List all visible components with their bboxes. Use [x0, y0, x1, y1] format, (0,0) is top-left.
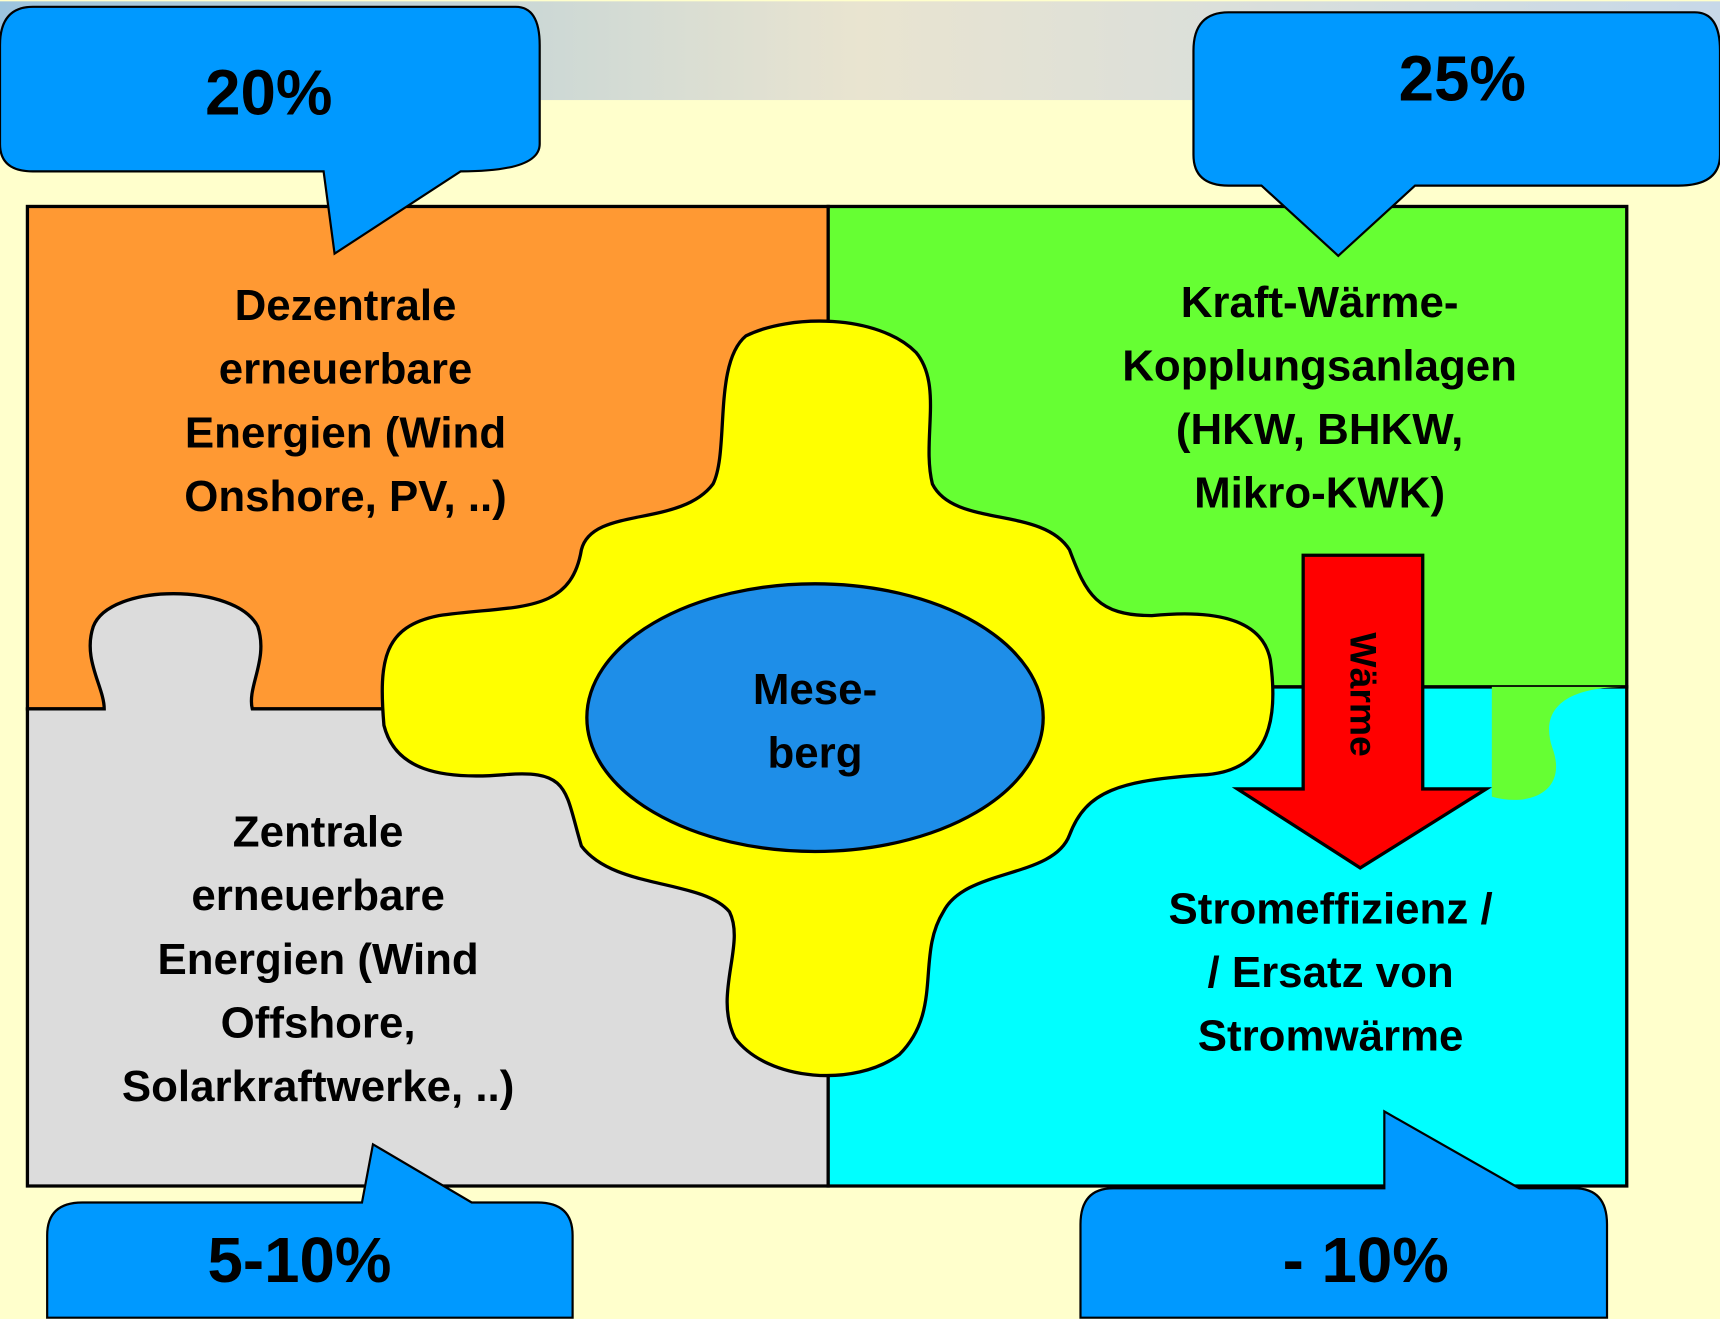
quadrant-label: Energien (Wind — [185, 408, 506, 457]
center-ellipse — [587, 584, 1043, 852]
quadrant-label: / Ersatz von — [1207, 948, 1453, 997]
callout-label: 20% — [205, 58, 332, 129]
center-label: berg — [768, 729, 863, 778]
quadrant-label: Energien (Wind — [157, 935, 478, 984]
quadrant-label: Dezentrale — [235, 281, 457, 330]
quadrant-label: Stromeffizienz / — [1169, 884, 1493, 933]
quadrant-label: Offshore, — [221, 998, 416, 1047]
quadrant-label: (HKW, BHKW, — [1176, 405, 1463, 454]
quadrant-label: Onshore, PV, ..) — [184, 472, 507, 521]
quadrant-label: Kraft-Wärme- — [1181, 278, 1459, 327]
callout-label: - 10% — [1283, 1225, 1449, 1296]
quadrant-label: erneuerbare — [191, 871, 445, 920]
quadrant-label: Mikro-KWK) — [1194, 469, 1445, 518]
quadrant-label: Zentrale — [233, 808, 404, 857]
callout-label: 5-10% — [208, 1225, 392, 1296]
callout-label: 25% — [1399, 43, 1526, 114]
quadrant-label: Stromwärme — [1198, 1012, 1464, 1061]
quadrant-label: erneuerbare — [219, 345, 473, 394]
quadrant-label: Kopplungsanlagen — [1122, 341, 1517, 390]
arrow-label: Wärme — [1342, 632, 1384, 756]
center-label: Mese- — [753, 665, 877, 714]
quadrant-label: Solarkraftwerke, ..) — [122, 1062, 514, 1111]
diagram: 20% 25% 5-10% - 10% Dezentrale erneuerbare Ene… — [0, 0, 1720, 1319]
